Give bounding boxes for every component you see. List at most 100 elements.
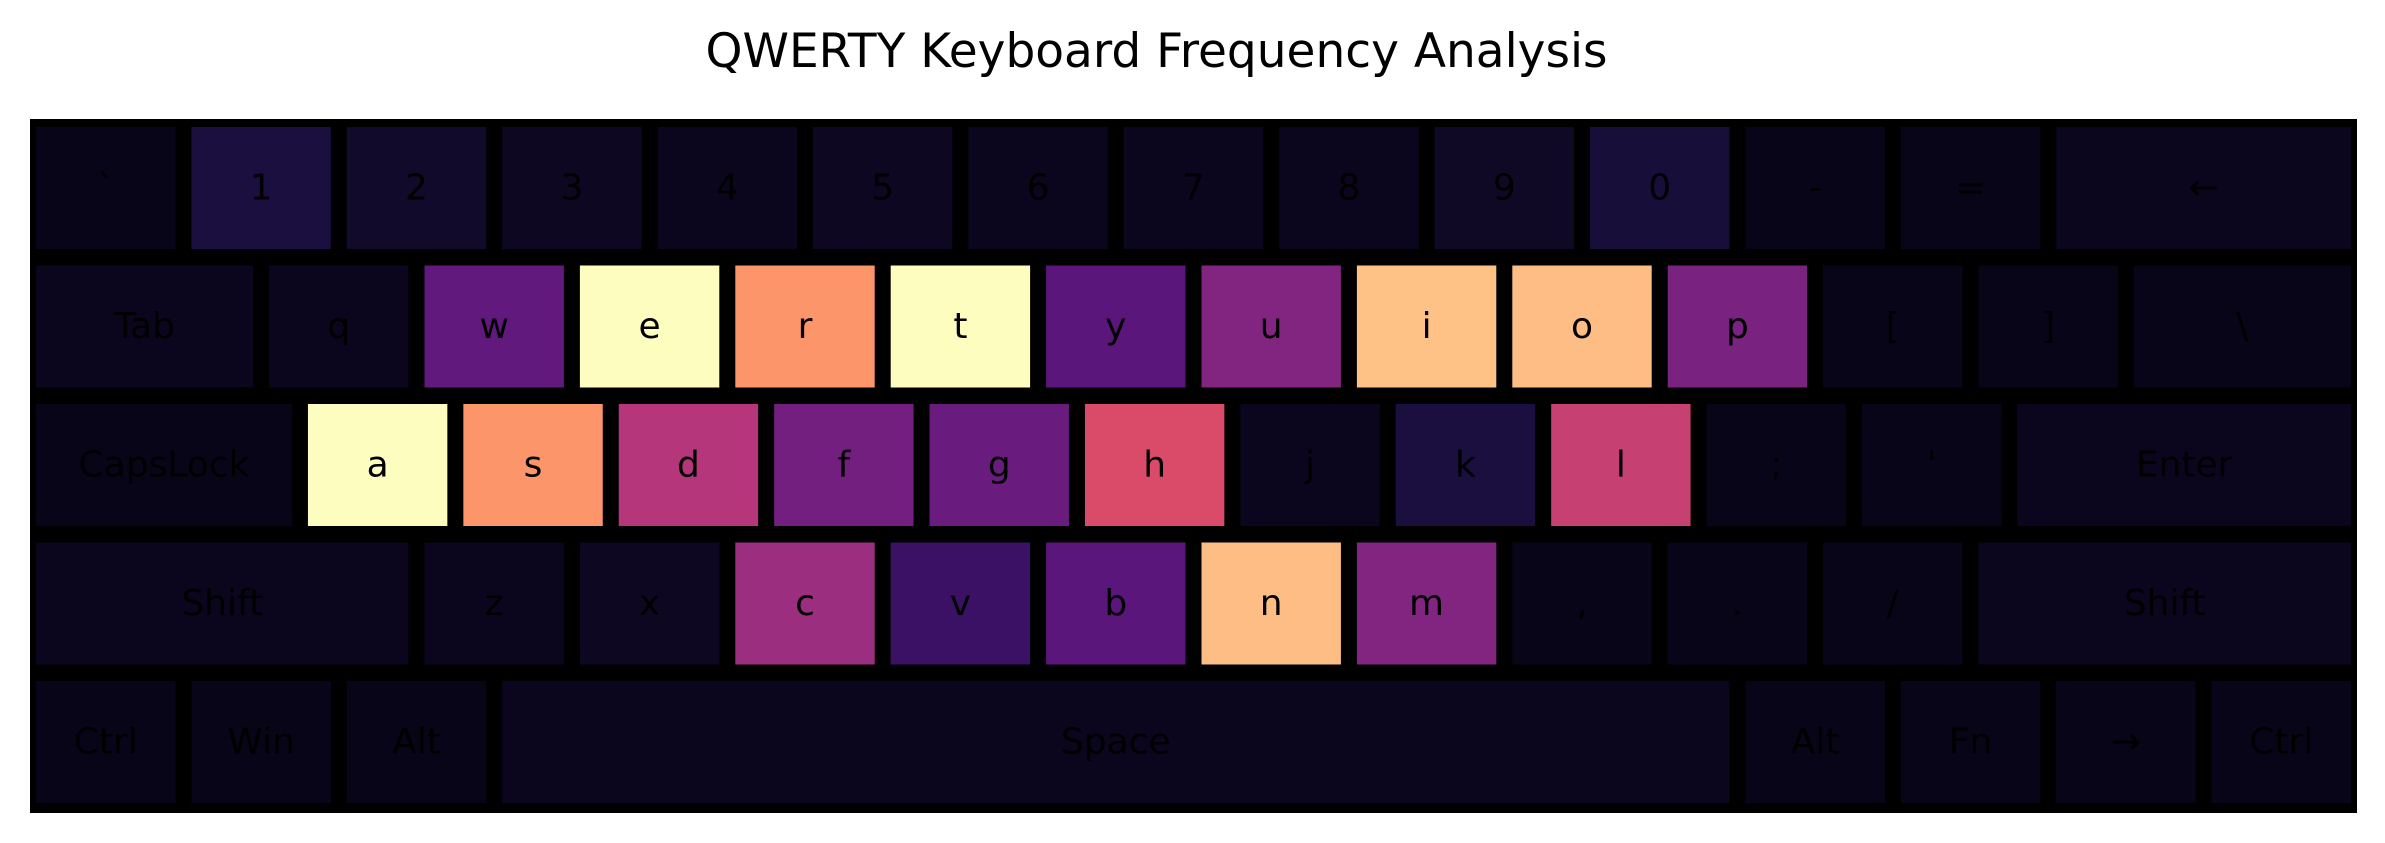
key-label-capslock: CapsLock: [79, 445, 250, 486]
key-label-shift: Shift: [2124, 583, 2206, 624]
key-label-3: 3: [560, 168, 583, 209]
key-label-ctrl: Ctrl: [2249, 722, 2313, 763]
key-label-alt: Alt: [1791, 722, 1840, 763]
key-cell-t: [890, 265, 1031, 388]
key-label-ctrl: Ctrl: [74, 722, 138, 763]
key-cell-equals: [1900, 127, 2041, 249]
key-label-minus: -: [1809, 168, 1822, 209]
key-cell-backtick: [36, 127, 176, 249]
key-label-4: 4: [716, 168, 739, 209]
key-cell-ctrl: [36, 681, 176, 803]
key-cell-1: [191, 127, 331, 249]
key-cell-3: [502, 127, 642, 249]
key-cell-period: [1667, 542, 1808, 665]
key-label-right-bracket: ]: [2041, 306, 2055, 347]
key-cell-p: [1667, 265, 1808, 388]
key-cell-backslash: [2133, 265, 2351, 388]
key-cell-h: [1084, 404, 1225, 526]
key-label-6: 6: [1027, 168, 1050, 209]
key-label-l: l: [1616, 445, 1626, 486]
key-label-equals: =: [1955, 168, 1985, 209]
key-label-comma: ,: [1576, 583, 1587, 624]
key-label-b: b: [1104, 583, 1127, 624]
key-label-z: z: [485, 583, 504, 624]
key-label-g: g: [988, 445, 1011, 486]
key-label-s: s: [524, 445, 543, 486]
key-label-j: j: [1304, 445, 1315, 486]
key-label-backspace: ←: [2189, 168, 2219, 209]
key-label-u: u: [1260, 306, 1283, 347]
key-label-semicolon: ;: [1770, 445, 1782, 486]
key-cell-w: [424, 265, 564, 388]
key-cell-8: [1279, 127, 1419, 249]
key-label-space: Space: [1061, 722, 1171, 763]
key-label-fn: Fn: [1949, 722, 1993, 763]
key-label-5: 5: [871, 168, 894, 209]
key-label-q: q: [327, 306, 350, 347]
key-label-8: 8: [1337, 168, 1360, 209]
key-cell-alt: [346, 681, 487, 803]
key-label-tab: Tab: [113, 306, 175, 347]
key-label-y: y: [1105, 306, 1126, 347]
key-cell-v: [890, 542, 1031, 665]
key-cell-0: [1590, 127, 1730, 249]
key-cell-b: [1046, 542, 1186, 665]
key-label-r: r: [798, 306, 813, 347]
key-cell-space: [502, 681, 1730, 803]
key-label-0: 0: [1648, 168, 1671, 209]
key-cell-u: [1201, 265, 1341, 388]
key-cell-f: [774, 404, 914, 526]
key-label-left-bracket: [: [1886, 306, 1900, 347]
key-label-quote: ': [1927, 445, 1937, 486]
key-label-n: n: [1260, 583, 1283, 624]
key-cell-j: [1240, 404, 1380, 526]
key-cell-i: [1356, 265, 1497, 388]
key-cell-a: [307, 404, 448, 526]
key-label-k: k: [1455, 445, 1476, 486]
key-cell-fn: [1900, 681, 2041, 803]
key-label-backslash: \: [2236, 306, 2249, 347]
key-cell-comma: [1512, 542, 1652, 665]
key-label-w: w: [479, 306, 508, 347]
key-cell-k: [1395, 404, 1536, 526]
key-cell-c: [735, 542, 875, 665]
key-label-alt: Alt: [392, 722, 441, 763]
key-cell-alt: [1745, 681, 1885, 803]
key-cell-capslock: [36, 404, 292, 526]
key-label-h: h: [1143, 445, 1166, 486]
key-cell-x: [579, 542, 720, 665]
key-cell-quote: [1861, 404, 2002, 526]
key-cell-ctrl: [2211, 681, 2351, 803]
key-label-t: t: [953, 306, 967, 347]
key-cell-n: [1201, 542, 1341, 665]
key-cell-shift: [36, 542, 409, 665]
key-cell-shift: [1978, 542, 2351, 665]
key-cell-l: [1551, 404, 1691, 526]
key-cell-z: [424, 542, 564, 665]
key-label-shift: Shift: [181, 583, 263, 624]
key-label-right-arrow: →: [2111, 722, 2141, 763]
key-cell-win: [191, 681, 331, 803]
key-label-win: Win: [227, 722, 295, 763]
key-label-period: .: [1732, 583, 1743, 624]
key-cell-g: [929, 404, 1069, 526]
key-cell-6: [968, 127, 1108, 249]
key-label-backtick: `: [97, 168, 115, 209]
key-cell-enter: [2017, 404, 2351, 526]
key-cell-s: [463, 404, 603, 526]
key-cell-minus: [1745, 127, 1885, 249]
key-label-e: e: [639, 306, 661, 347]
key-label-c: c: [795, 583, 815, 624]
key-cell-y: [1046, 265, 1186, 388]
key-cell-q: [269, 265, 409, 388]
key-label-slash: /: [1887, 583, 1900, 624]
key-cell-4: [657, 127, 797, 249]
key-cell-right-arrow: [2056, 681, 2196, 803]
key-label-7: 7: [1182, 168, 1205, 209]
key-cell-r: [735, 265, 875, 388]
key-label-enter: Enter: [2136, 445, 2233, 486]
key-label-a: a: [367, 445, 389, 486]
chart-title: QWERTY Keyboard Frequency Analysis: [705, 24, 1608, 79]
key-cell-7: [1123, 127, 1264, 249]
